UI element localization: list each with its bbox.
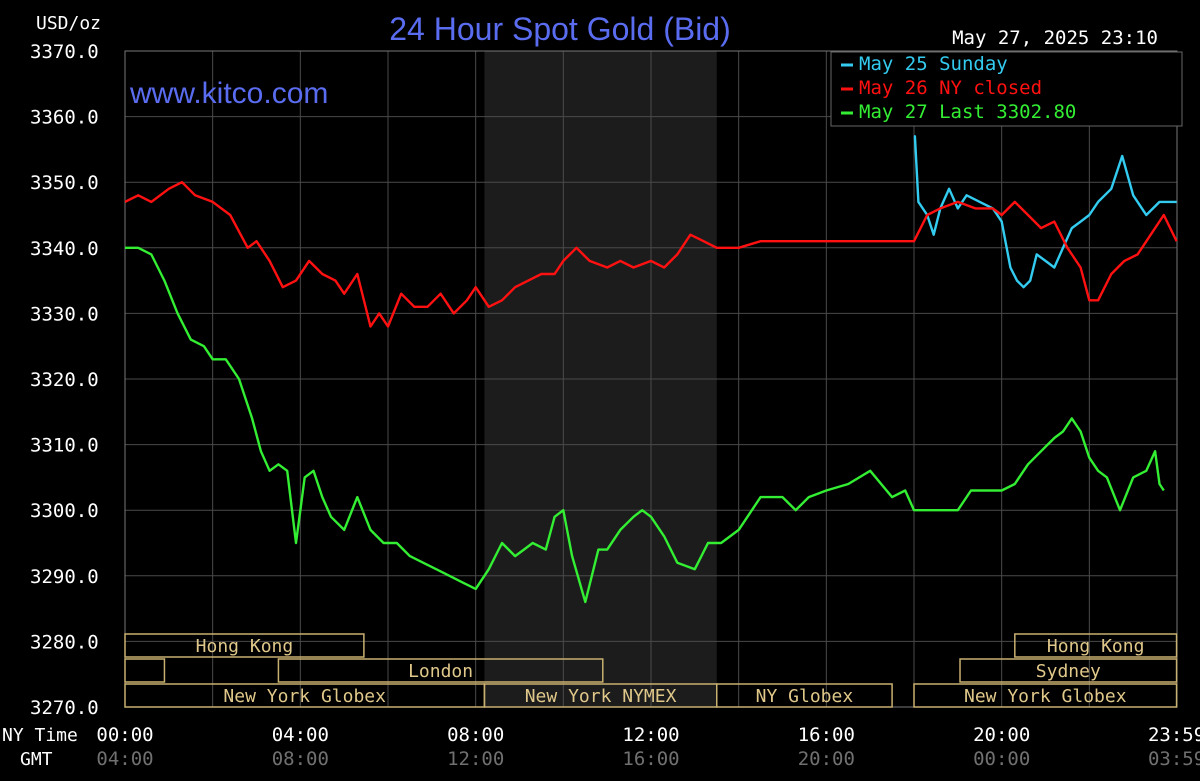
series-line-3 (125, 246, 1165, 604)
session-label: Hong Kong (1047, 636, 1145, 657)
series-line-2 (124, 180, 1178, 328)
x-tick-label-ny: 04:00 (272, 724, 329, 746)
x-tick-label-gmt: 03:59 (1148, 748, 1200, 770)
legend-label: May 26 NY closed (859, 77, 1042, 99)
x-tick-label-gmt: 08:00 (272, 748, 329, 770)
session-box (716, 683, 893, 708)
session-box (959, 658, 1178, 683)
x-tick-label-ny: 08:00 (447, 724, 504, 746)
session-box (124, 658, 166, 683)
y-tick-label: 3310.0 (30, 435, 99, 457)
y-tick-label: 3270.0 (30, 697, 99, 719)
y-tick-label: 3280.0 (30, 631, 99, 653)
chart-title: 24 Hour Spot Gold (Bid) (389, 11, 731, 47)
y-tick-label: 3360.0 (30, 107, 99, 129)
y-tick-label: 3350.0 (30, 172, 99, 194)
y-tick-label: 3340.0 (30, 238, 99, 260)
watermark: www.kitco.com (129, 77, 328, 110)
y-tick-label: 3320.0 (30, 369, 99, 391)
x-tick-label-gmt: 00:00 (973, 748, 1030, 770)
x-tick-label-gmt: 16:00 (622, 748, 679, 770)
y-axis-ticks: 3370.0 3360.0 3350.0 3340.0 3330.0 3320.0 3310… (30, 41, 99, 719)
y-axis-unit-label: USD/oz (36, 13, 101, 34)
y-tick-label: 3300.0 (30, 500, 99, 522)
x-tick-label-ny: 23:59 (1148, 724, 1200, 746)
session-label: Sydney (1036, 661, 1101, 682)
market-sessions: Hong Kong London New York Globex New York N… (124, 633, 1178, 708)
session-label: NY Globex (756, 686, 854, 707)
session-label: New York NYMEX (525, 686, 677, 707)
price-series (124, 135, 1178, 604)
legend-label: May 25 Sunday (859, 53, 1008, 75)
session-label: Hong Kong (196, 636, 294, 657)
x-tick-label-ny: 00:00 (96, 724, 153, 746)
legend-label: May 27 Last 3302.80 (859, 101, 1076, 123)
x-axis-gmt-label: GMT (20, 749, 53, 770)
x-axis-ny-time-label: NY Time (2, 725, 78, 746)
x-tick-label-gmt: 12:00 (447, 748, 504, 770)
x-tick-label-ny: 12:00 (622, 724, 679, 746)
y-tick-label: 3330.0 (30, 303, 99, 325)
x-tick-label-ny: 20:00 (973, 724, 1030, 746)
session-box (277, 658, 604, 683)
series-line-1 (913, 135, 1177, 289)
y-tick-label: 3370.0 (30, 41, 99, 63)
legend-box (830, 51, 1183, 127)
session-box (913, 683, 1178, 708)
y-tick-label: 3290.0 (30, 566, 99, 588)
x-axis-ticks: 00:00 04:00 08:00 12:00 16:00 20:00 23:5904:00… (96, 724, 1200, 770)
chart-timestamp: May 27, 2025 23:10 (952, 27, 1158, 49)
session-box (124, 633, 365, 658)
x-tick-label-ny: 16:00 (798, 724, 855, 746)
session-label: New York Globex (223, 686, 386, 707)
session-label: New York Globex (964, 686, 1127, 707)
session-label: London (408, 661, 473, 682)
x-tick-label-gmt: 20:00 (798, 748, 855, 770)
session-box (1014, 633, 1178, 658)
x-tick-label-gmt: 04:00 (96, 748, 153, 770)
